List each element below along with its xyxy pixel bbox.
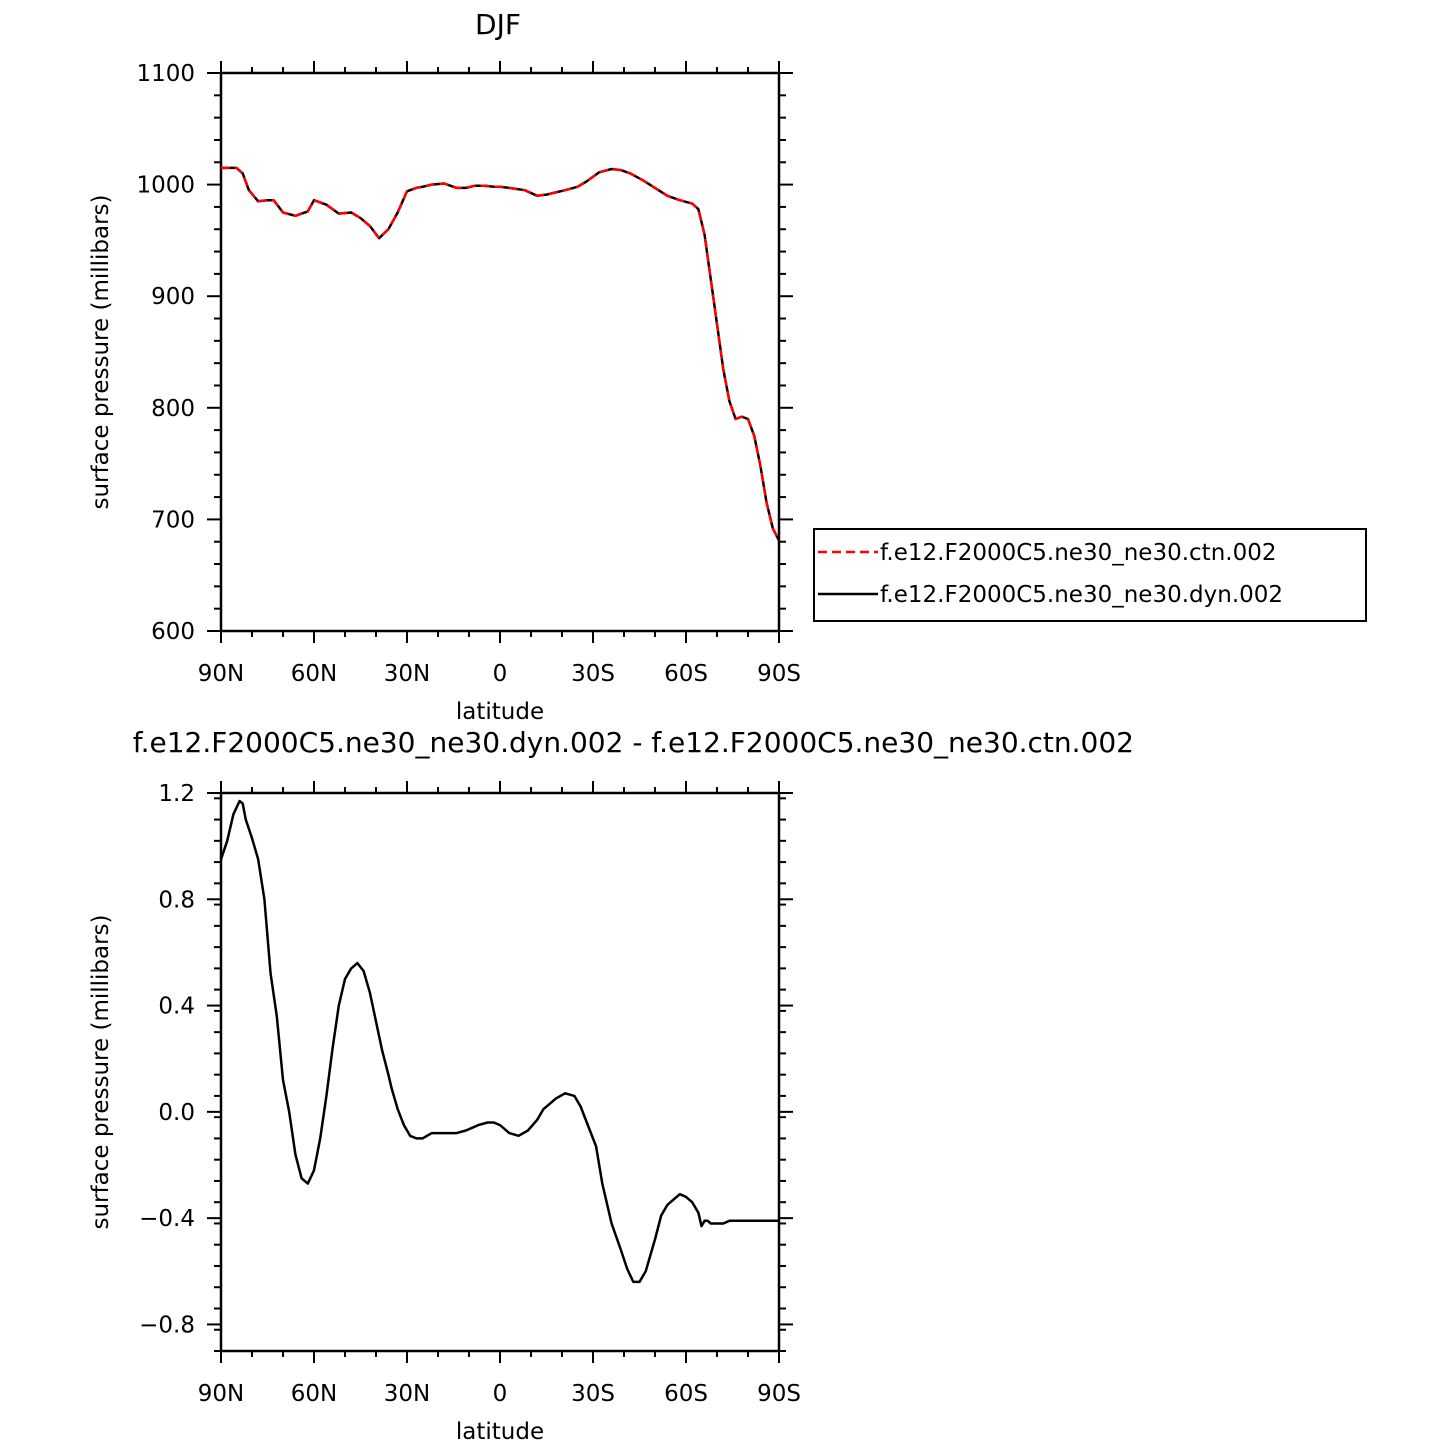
x-tick-label: 60S xyxy=(664,1381,708,1407)
y-tick-label: 800 xyxy=(151,396,195,422)
bottom-chart-y-axis-label: surface pressure (millibars) xyxy=(88,914,114,1229)
y-tick-label: 900 xyxy=(151,284,195,310)
x-tick-label: 90N xyxy=(198,1381,244,1407)
y-tick-label: 0.8 xyxy=(158,887,195,913)
top-chart-x-tick-labels: 90N 60N 30N 0 30S 60S 90S xyxy=(198,661,801,687)
x-tick-label: 90S xyxy=(757,1381,801,1407)
bottom-plot-frame xyxy=(219,791,781,1353)
top-chart-y-tick-labels: 600 700 800 900 1000 1100 xyxy=(136,61,195,645)
y-tick-label: 1100 xyxy=(136,61,195,87)
top-plot-frame xyxy=(219,71,781,633)
x-tick-label: 30S xyxy=(571,1381,615,1407)
x-tick-label: 30N xyxy=(384,1381,430,1407)
x-tick-label: 60N xyxy=(291,1381,337,1407)
y-tick-label: 700 xyxy=(151,507,195,533)
top-chart-x-axis-label: latitude xyxy=(456,699,544,725)
bottom-chart-series-lines xyxy=(219,799,779,1284)
top-chart-panel: DJF 90N 60N 30N 0 30S 60S 90S 600 700 800 900 1000… xyxy=(88,8,1367,725)
bottom-chart-ticks xyxy=(207,781,793,1363)
y-tick-label: −0.8 xyxy=(139,1312,195,1338)
legend-label-ctn: f.e12.F2000C5.ne30_ne30.ctn.002 xyxy=(880,540,1276,566)
top-chart-ticks xyxy=(207,61,793,643)
series-line-ctn xyxy=(221,166,781,542)
x-tick-label: 60S xyxy=(664,661,708,687)
top-chart-series-lines xyxy=(221,166,781,542)
y-tick-label: 1.2 xyxy=(158,781,195,807)
bottom-chart-title: f.e12.F2000C5.ne30_ne30.dyn.002 - f.e12.… xyxy=(133,726,1134,759)
x-tick-label: 0 xyxy=(493,1381,508,1407)
y-tick-label: 1000 xyxy=(136,173,195,199)
legend: f.e12.F2000C5.ne30_ne30.ctn.002 f.e12.F2… xyxy=(813,528,1367,622)
top-chart-y-axis-label: surface pressure (millibars) xyxy=(88,194,114,509)
series-line-dyn xyxy=(221,166,781,542)
legend-box xyxy=(813,528,1367,622)
x-tick-label: 90S xyxy=(757,661,801,687)
x-tick-label: 90N xyxy=(198,661,244,687)
y-tick-label: 0.0 xyxy=(158,1100,195,1126)
legend-label-dyn: f.e12.F2000C5.ne30_ne30.dyn.002 xyxy=(880,582,1283,608)
series-line-difference xyxy=(219,799,779,1284)
bottom-chart-panel: f.e12.F2000C5.ne30_ne30.dyn.002 - f.e12.… xyxy=(88,726,1134,1445)
top-chart-title: DJF xyxy=(475,8,521,41)
x-tick-label: 60N xyxy=(291,661,337,687)
y-tick-label: −0.4 xyxy=(139,1206,195,1232)
y-tick-label: 0.4 xyxy=(158,994,195,1020)
x-tick-label: 0 xyxy=(493,661,508,687)
bottom-chart-y-tick-labels: −0.8 −0.4 0.0 0.4 0.8 1.2 xyxy=(139,781,195,1338)
bottom-chart-x-axis-label: latitude xyxy=(456,1419,544,1445)
x-tick-label: 30S xyxy=(571,661,615,687)
y-tick-label: 600 xyxy=(151,619,195,645)
bottom-chart-x-tick-labels: 90N 60N 30N 0 30S 60S 90S xyxy=(198,1381,801,1407)
x-tick-label: 30N xyxy=(384,661,430,687)
